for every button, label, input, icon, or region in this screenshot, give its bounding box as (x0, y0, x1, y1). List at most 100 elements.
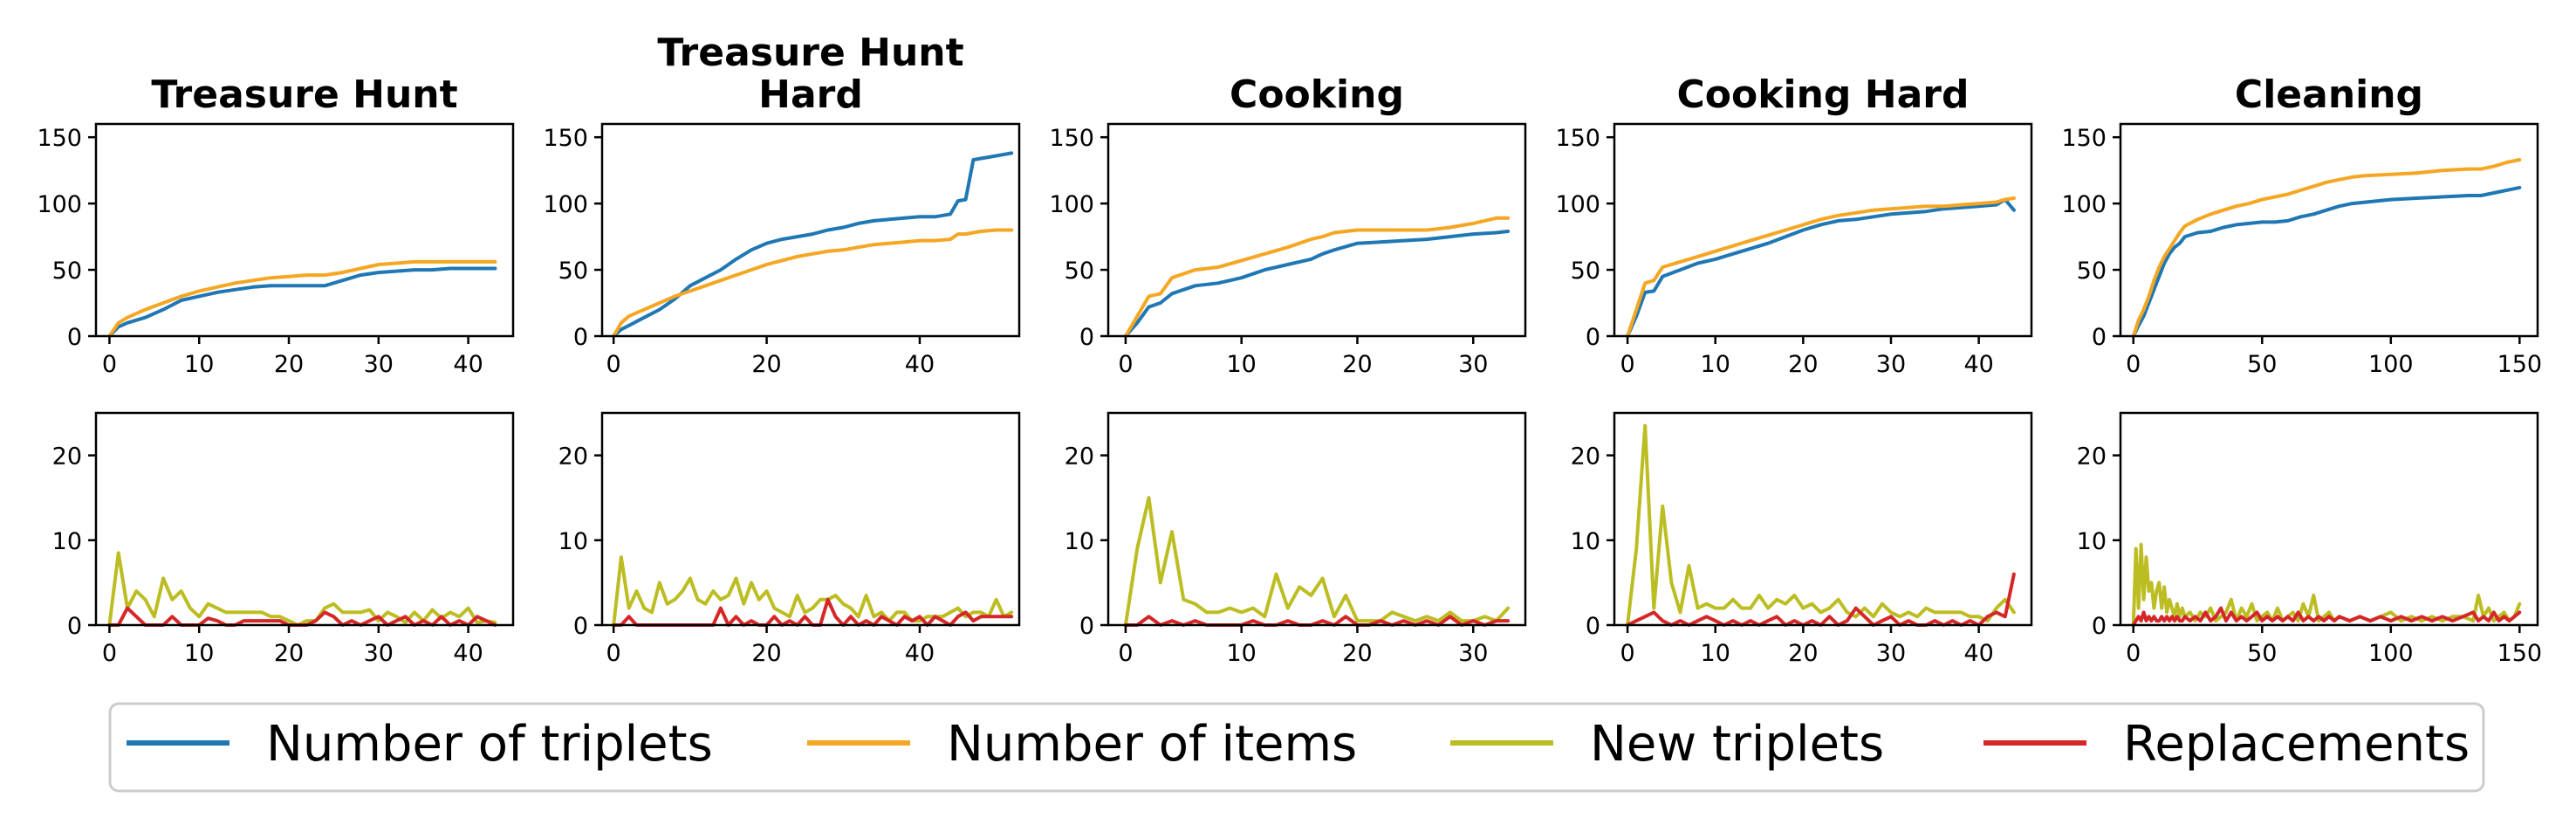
x-tick-label: 10 (184, 351, 214, 378)
top-panel: 0 50 100 150 0 50 100 150 (2061, 122, 2542, 378)
y-tick-label: 150 (37, 125, 82, 152)
series-line-triplets (1626, 197, 2016, 338)
y-tick-label: 50 (1571, 258, 1600, 285)
chart-column-4: Cleaning 0 50 100 150 0 50 100 150 0 10 20 0 50 100 150 (2061, 72, 2542, 667)
x-tick-label: 0 (102, 640, 117, 667)
chart-title: Treasure Hunt Hard (657, 31, 963, 117)
y-tick-label: 0 (573, 613, 588, 640)
x-tick-label: 0 (1118, 351, 1133, 378)
plot-frame (94, 411, 515, 627)
series-line-replacements (1123, 615, 1511, 627)
x-tick-label: 0 (2126, 351, 2141, 378)
series-line-triplets (107, 266, 497, 338)
bottom-panel: 0 10 20 0 10 20 30 (1065, 411, 1527, 667)
legend-label: Number of triplets (266, 716, 713, 773)
top-panel: 0 50 100 150 0 10 20 30 40 (1555, 122, 2033, 378)
x-tick-label: 30 (364, 351, 394, 378)
legend-label: Replacements (2123, 716, 2470, 773)
legend-label: Number of items (947, 716, 1357, 773)
series-line-triplets (2131, 185, 2522, 338)
x-tick-label: 0 (1620, 640, 1635, 667)
x-tick-label: 20 (274, 640, 304, 667)
x-tick-label: 40 (453, 351, 483, 378)
y-tick-label: 100 (37, 191, 82, 218)
plot-frame (1613, 122, 2033, 338)
plot-frame (94, 122, 515, 338)
x-tick-label: 40 (453, 640, 483, 667)
legend: Number of triplets Number of items New tri… (108, 702, 2485, 793)
y-tick-label: 0 (2092, 324, 2107, 351)
bottom-panel: 0 10 20 0 20 40 (558, 411, 1021, 667)
series-line-triplets (612, 151, 1014, 338)
top-panel: 0 50 100 150 0 10 20 30 40 (37, 122, 515, 378)
y-tick-label: 20 (558, 443, 588, 471)
plot-frame (2119, 122, 2539, 338)
bottom-panel: 0 10 20 0 50 100 150 (2077, 411, 2543, 667)
plot-frame (1106, 411, 1527, 627)
series-line-items (2131, 158, 2522, 338)
x-tick-label: 30 (364, 640, 394, 667)
x-tick-label: 0 (606, 640, 621, 667)
y-tick-label: 10 (52, 528, 82, 555)
x-tick-label: 150 (2497, 640, 2543, 667)
y-tick-label: 0 (2092, 613, 2107, 640)
x-tick-label: 30 (1876, 640, 1906, 667)
y-tick-label: 100 (1555, 191, 1600, 218)
y-tick-label: 10 (558, 528, 588, 555)
y-tick-label: 50 (52, 258, 82, 285)
y-tick-label: 0 (1586, 613, 1600, 640)
y-tick-label: 0 (67, 324, 82, 351)
x-tick-label: 30 (1876, 351, 1906, 378)
plot-frame (1106, 122, 1527, 338)
y-tick-label: 50 (1065, 258, 1094, 285)
x-tick-label: 20 (751, 351, 781, 378)
x-tick-label: 20 (751, 640, 781, 667)
x-tick-label: 30 (1458, 640, 1488, 667)
x-tick-label: 10 (1227, 351, 1257, 378)
series-line-new_triplets (1123, 496, 1511, 627)
legend-frame (108, 702, 2485, 793)
x-tick-label: 30 (1458, 351, 1488, 378)
series-line-items (1123, 216, 1511, 338)
y-tick-label: 0 (1079, 613, 1094, 640)
chart-title: Cooking (1230, 72, 1404, 117)
y-tick-label: 10 (1571, 528, 1600, 555)
x-tick-label: 40 (1963, 351, 1993, 378)
series-line-items (107, 259, 497, 338)
series-line-items (1626, 196, 2016, 338)
y-tick-label: 20 (1571, 443, 1600, 471)
chart-title: Cooking Hard (1677, 72, 1970, 117)
y-tick-label: 0 (1079, 324, 1094, 351)
x-tick-label: 20 (1342, 351, 1372, 378)
series-line-triplets (1123, 230, 1511, 338)
series-line-replacements (2131, 606, 2522, 627)
x-tick-label: 100 (2368, 640, 2414, 667)
x-tick-label: 40 (1963, 640, 1993, 667)
x-tick-label: 0 (1620, 351, 1635, 378)
x-tick-label: 50 (2247, 640, 2277, 667)
series-line-new_triplets (2131, 542, 2522, 627)
y-tick-label: 0 (573, 324, 588, 351)
y-tick-label: 150 (543, 125, 588, 152)
x-tick-label: 10 (1701, 351, 1730, 378)
x-tick-label: 10 (184, 640, 214, 667)
plot-frame (2119, 411, 2539, 627)
x-tick-label: 0 (2126, 640, 2141, 667)
x-tick-label: 0 (1118, 640, 1133, 667)
x-tick-label: 20 (1342, 640, 1372, 667)
legend-item-replacements: Replacements (1983, 716, 2470, 773)
x-tick-label: 40 (905, 640, 935, 667)
y-tick-label: 0 (67, 613, 82, 640)
legend-item-items: Number of items (807, 716, 1357, 773)
series-line-items (612, 228, 1014, 338)
legend-label: New triplets (1590, 716, 1884, 773)
y-tick-label: 150 (1049, 125, 1094, 152)
series-line-new_triplets (612, 555, 1014, 627)
x-tick-label: 10 (1227, 640, 1257, 667)
y-tick-label: 50 (558, 258, 588, 285)
plot-frame (600, 122, 1021, 338)
x-tick-label: 50 (2247, 351, 2277, 378)
y-tick-label: 0 (1586, 324, 1600, 351)
